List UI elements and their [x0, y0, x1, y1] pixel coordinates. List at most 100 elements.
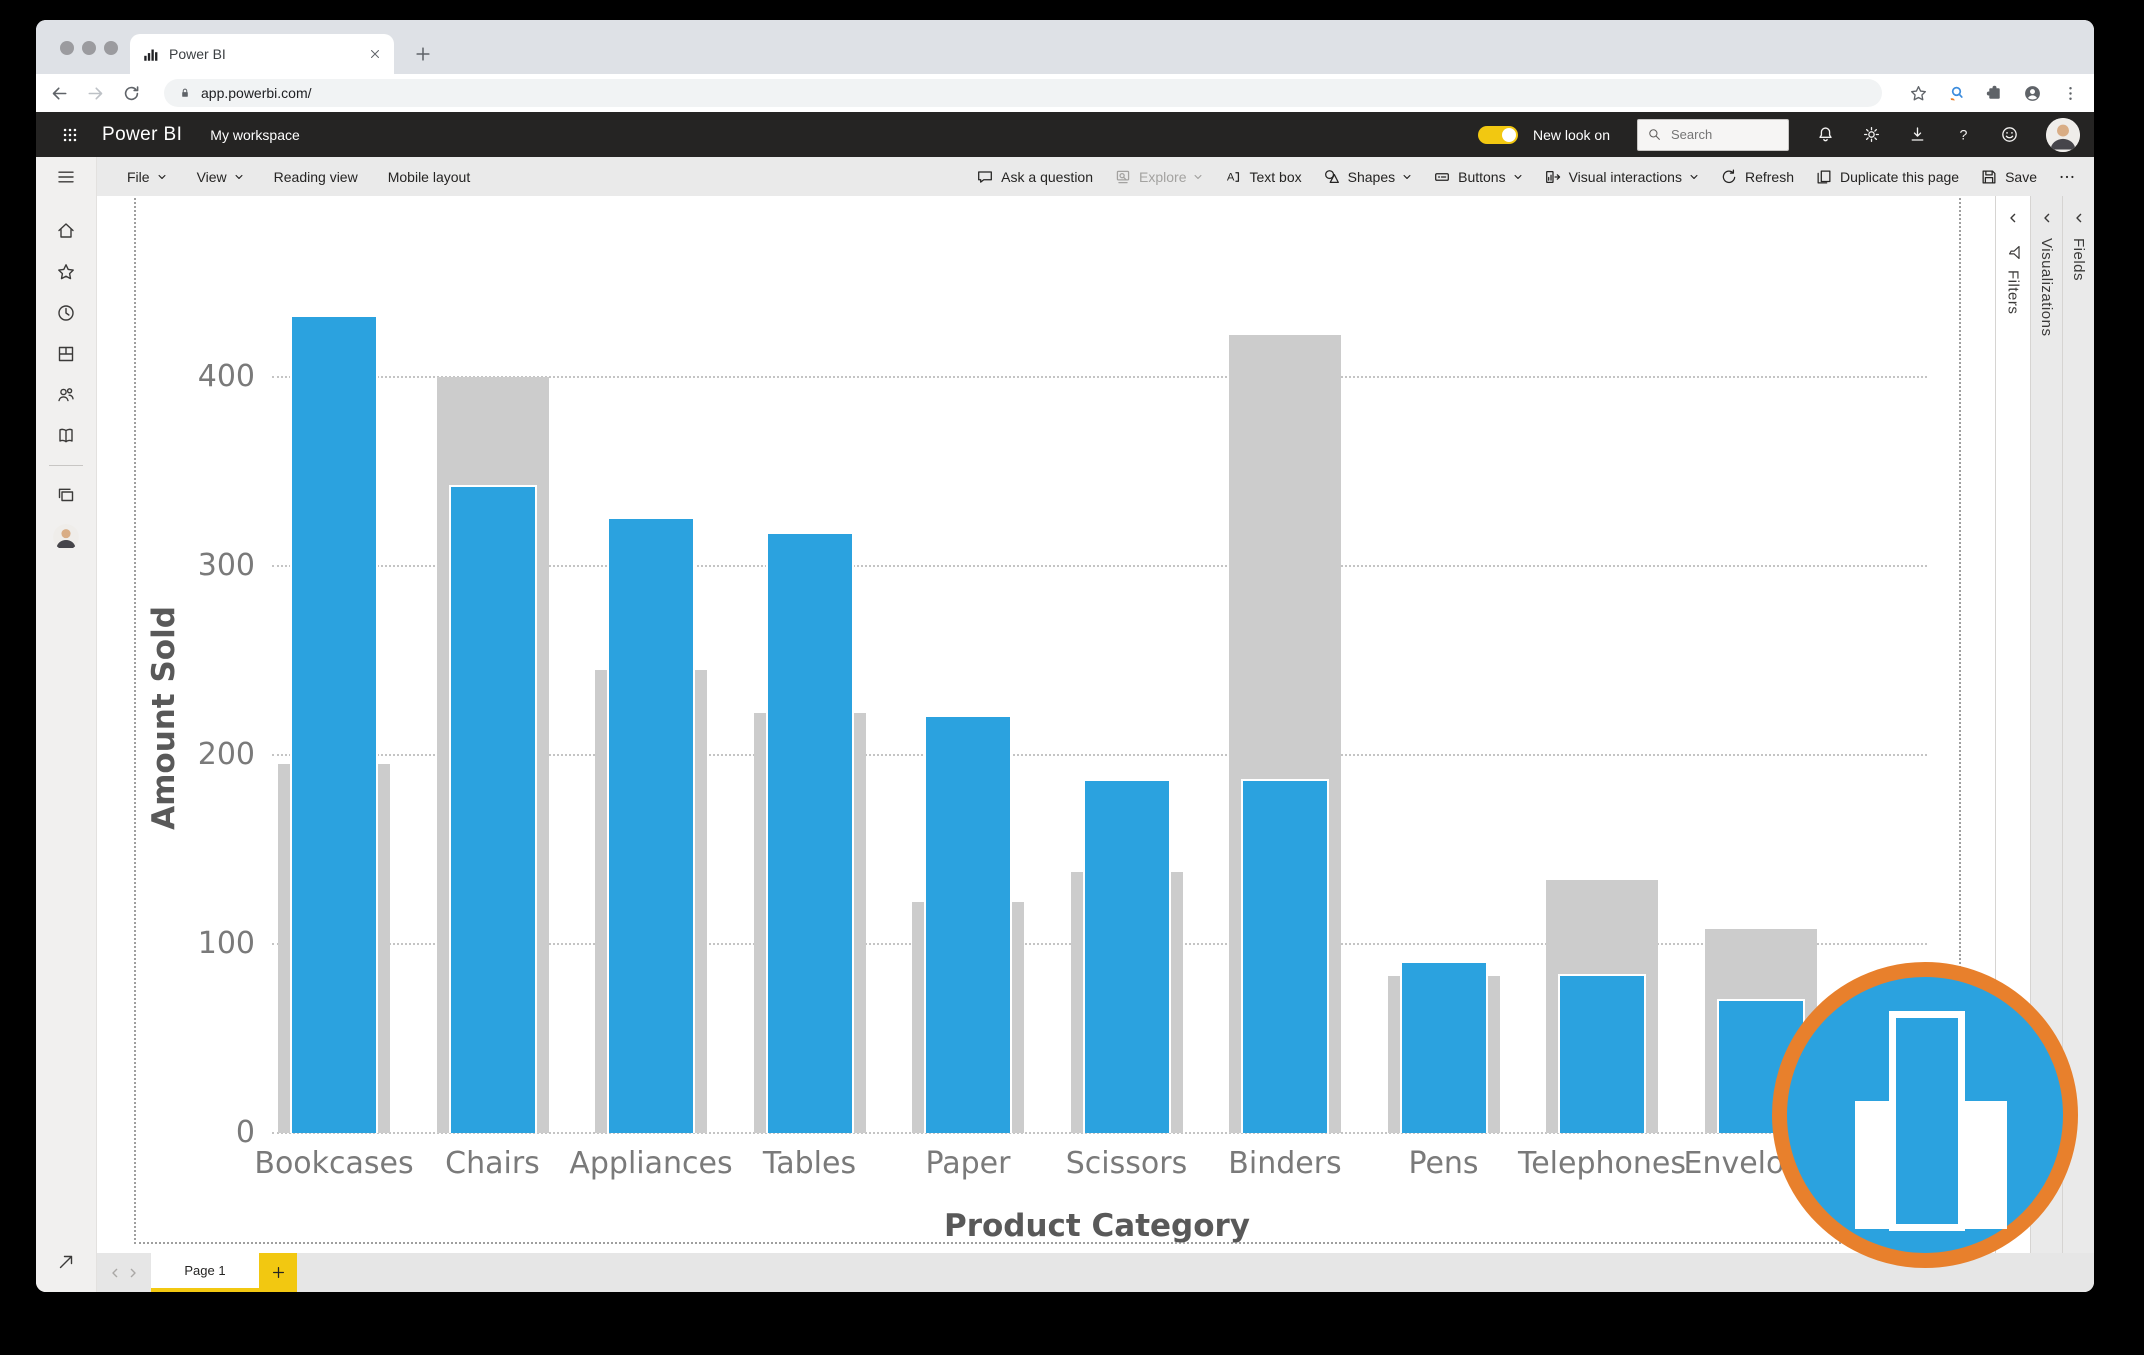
- duplicate-this-page-button[interactable]: Duplicate this page: [1815, 168, 1959, 186]
- mobile-layout-button[interactable]: Mobile layout: [388, 169, 471, 185]
- sidebar-item-workspaces[interactable]: [36, 475, 96, 516]
- back-icon[interactable]: [50, 84, 69, 103]
- explore-button[interactable]: Explore: [1114, 168, 1203, 186]
- y-tick-label: 200: [197, 737, 255, 772]
- favorites-icon: [56, 262, 76, 282]
- bar-highlight-blue-appliances[interactable]: [607, 517, 695, 1133]
- x-category-label: Pens: [1408, 1146, 1479, 1181]
- expand-pane-chevron-icon[interactable]: [2007, 212, 2019, 224]
- bar-highlight-blue-chairs[interactable]: [448, 485, 537, 1133]
- label: Mobile layout: [387, 168, 471, 185]
- buttons-icon: [1433, 168, 1451, 186]
- previous-page-icon[interactable]: [109, 1267, 121, 1279]
- powerbi-logo[interactable]: Power BI: [102, 123, 183, 145]
- label: Duplicate this page: [1840, 168, 1960, 185]
- notifications-bell-icon[interactable]: [1816, 125, 1835, 144]
- x-category-label: Paper: [925, 1146, 1011, 1181]
- sidebar-item-my-workspace-avatar[interactable]: [36, 516, 96, 557]
- recent-icon: [56, 303, 76, 323]
- bar-highlight-blue-tables[interactable]: [765, 532, 854, 1133]
- download-icon[interactable]: [1908, 125, 1927, 144]
- browser-menu-icon[interactable]: [2061, 84, 2080, 103]
- bar-highlight-blue-pens[interactable]: [1399, 961, 1488, 1133]
- y-tick-label: 0: [235, 1115, 255, 1150]
- forward-icon[interactable]: [86, 84, 105, 103]
- bar-highlight-blue-paper[interactable]: [924, 715, 1012, 1133]
- lock-icon: [178, 86, 192, 100]
- breadcrumb-workspace[interactable]: My workspace: [210, 126, 300, 143]
- gridline-0: [272, 1132, 1927, 1134]
- settings-gear-icon[interactable]: [1862, 125, 1881, 144]
- new-look-label: New look on: [1532, 126, 1610, 143]
- reload-icon[interactable]: [122, 84, 141, 103]
- bar-highlight-blue-scissors[interactable]: [1082, 779, 1171, 1133]
- close-tab-icon[interactable]: [368, 47, 382, 61]
- browser-actions: [1909, 84, 2080, 103]
- bar-chart-visual[interactable]: Amount Sold Product Category 0 100 200 300 4…: [97, 196, 1995, 1253]
- user-avatar[interactable]: [2046, 117, 2080, 152]
- view-button[interactable]: View: [197, 169, 244, 185]
- label: View: [196, 168, 227, 185]
- extensions-puzzle-icon[interactable]: [1985, 84, 2004, 103]
- address-bar[interactable]: app.powerbi.com/: [164, 79, 1882, 107]
- shapes-icon: [1323, 168, 1341, 186]
- comment-icon: [976, 168, 994, 186]
- app-launcher-button[interactable]: [50, 112, 90, 157]
- save-button[interactable]: Save: [1980, 168, 2037, 186]
- buttons-button[interactable]: Buttons: [1433, 168, 1522, 186]
- shapes-button[interactable]: Shapes: [1323, 168, 1412, 186]
- bar-highlight-blue-bookcases[interactable]: [290, 315, 378, 1133]
- search-input[interactable]: [1669, 126, 1779, 143]
- sidebar-item-apps[interactable]: [36, 333, 96, 374]
- bookmark-star-icon[interactable]: [1909, 84, 1928, 103]
- extension-tool-icon[interactable]: [1947, 84, 1966, 103]
- ask-a-question-button[interactable]: Ask a question: [976, 168, 1093, 186]
- feedback-smiley-icon[interactable]: [2000, 125, 2019, 144]
- sidebar-item-recent[interactable]: [36, 292, 96, 333]
- reading-view-button[interactable]: Reading view: [274, 169, 358, 185]
- add-page-button[interactable]: [259, 1253, 297, 1292]
- save-icon: [1980, 168, 1998, 186]
- shared-icon: [56, 385, 76, 405]
- sidebar-item-shared[interactable]: [36, 374, 96, 415]
- refresh-button[interactable]: Refresh: [1720, 168, 1794, 186]
- visual-interactions-button[interactable]: Visual interactions: [1544, 168, 1699, 186]
- new-look-toggle[interactable]: [1477, 125, 1518, 144]
- visualizations-pane-label: Visualizations: [2038, 238, 2055, 337]
- page-outline: [134, 196, 1961, 1244]
- browser-tab[interactable]: Power BI: [130, 34, 394, 74]
- menu-icon: [56, 167, 76, 187]
- sidebar-item-menu[interactable]: [36, 157, 96, 196]
- text-box-button[interactable]: A Text box: [1224, 168, 1301, 186]
- sidebar-item-learn[interactable]: [36, 415, 96, 456]
- x-category-label: Binders: [1228, 1146, 1342, 1181]
- home-icon: [56, 221, 76, 241]
- report-canvas: Amount Sold Product Category 0 100 200 300 4…: [97, 196, 1995, 1253]
- expand-pane-chevron-icon[interactable]: [2041, 212, 2053, 224]
- expand-pane-chevron-icon[interactable]: [2073, 212, 2085, 224]
- label: Shapes: [1347, 168, 1396, 185]
- minimize-window-button[interactable]: [82, 41, 96, 55]
- close-window-button[interactable]: [60, 41, 74, 55]
- new-tab-button[interactable]: [410, 34, 436, 74]
- y-tick-label: 100: [197, 926, 255, 961]
- bar-highlight-blue-binders[interactable]: [1241, 779, 1329, 1133]
- next-page-icon[interactable]: [127, 1267, 139, 1279]
- plus-icon: [414, 45, 432, 63]
- zoom-window-button[interactable]: [104, 41, 118, 55]
- help-icon[interactable]: ?: [1954, 125, 1973, 144]
- sidebar-item-favorites[interactable]: [36, 251, 96, 292]
- search-box[interactable]: [1637, 118, 1789, 151]
- chevron-down-icon: [1513, 172, 1523, 182]
- sidebar-item-home[interactable]: [36, 210, 96, 251]
- svg-text:A: A: [1227, 171, 1235, 183]
- file-button[interactable]: File: [127, 169, 167, 185]
- powerbi-favicon-icon: [142, 45, 160, 63]
- bar-highlight-blue-telephones[interactable]: [1558, 974, 1646, 1133]
- page-tab[interactable]: Page 1: [151, 1253, 259, 1292]
- browser-profile-icon[interactable]: [2023, 84, 2042, 103]
- more-button[interactable]: [2058, 168, 2076, 186]
- apps-icon: [56, 344, 76, 364]
- powerbi-header: Power BI My workspace New look on ?: [36, 112, 2094, 157]
- sidebar-item-expand[interactable]: [36, 1241, 96, 1282]
